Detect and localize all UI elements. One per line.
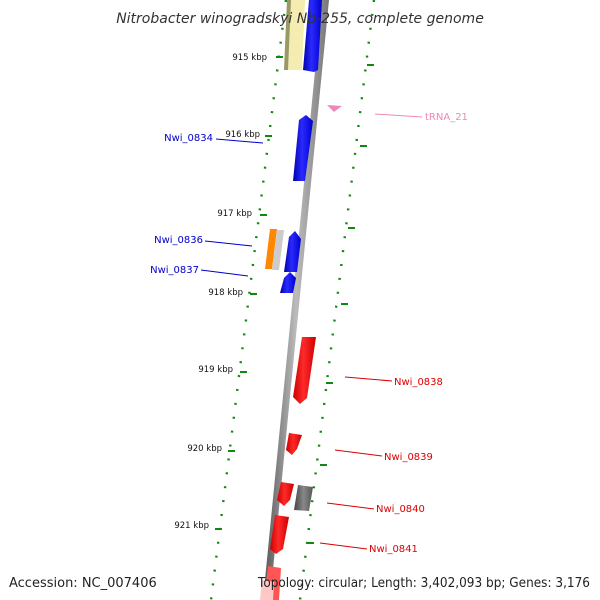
gene-feature-nwi-0837a (284, 231, 301, 272)
gene-feature-yellow (284, 0, 305, 70)
gene-feature-nwi-0839 (286, 433, 302, 455)
accession-label: Accession: NC_007406 (9, 576, 157, 591)
gene-feature-nwi-0840 (277, 482, 294, 506)
gene-feature-bottom-pink (260, 580, 274, 600)
tick-label: 916 kbp (225, 130, 260, 140)
gene-label-nwi-0841[interactable]: Nwi_0841 (369, 544, 418, 555)
scale-tick-marks (215, 56, 283, 530)
gene-feature-nwi-0834 (293, 115, 313, 181)
genome-backbone (263, 0, 329, 600)
tick-label: 917 kbp (217, 209, 252, 219)
gc-skew-ticks (307, 64, 374, 544)
gene-feature-nwi-0838 (293, 337, 316, 404)
gene-feature-nwi-0841 (270, 515, 289, 554)
tick-label: 915 kbp (232, 53, 267, 63)
gene-label-nwi-0839[interactable]: Nwi_0839 (384, 452, 433, 463)
gene-label-nwi-0834[interactable]: Nwi_0834 (164, 133, 213, 144)
gene-label-trna-21[interactable]: tRNA_21 (425, 112, 468, 123)
gene-feature-nwi-0836 (265, 229, 277, 269)
tick-label: 919 kbp (198, 365, 233, 375)
gene-feature-gray-block (294, 485, 313, 511)
label-leaders (200, 113, 423, 550)
tick-label: 921 kbp (174, 521, 209, 531)
map-title: Nitrobacter winogradskyi Nb-255, complet… (116, 11, 484, 27)
gc-track-outer (298, 0, 376, 600)
gene-feature-gray-small (272, 230, 284, 270)
gene-label-nwi-0840[interactable]: Nwi_0840 (376, 504, 425, 515)
topology-label: Topology: circular; Length: 3,402,093 bp… (257, 576, 590, 591)
gene-feature-nwi-0833 (303, 0, 322, 72)
gene-feature-nwi-0837b (280, 272, 296, 293)
gene-label-nwi-0837[interactable]: Nwi_0837 (150, 265, 199, 276)
tick-label: 920 kbp (187, 444, 222, 454)
tick-label: 918 kbp (208, 288, 243, 298)
gene-label-nwi-0836[interactable]: Nwi_0836 (154, 235, 203, 246)
gene-feature-trna-21 (327, 105, 342, 112)
gene-label-nwi-0838[interactable]: Nwi_0838 (394, 377, 443, 388)
